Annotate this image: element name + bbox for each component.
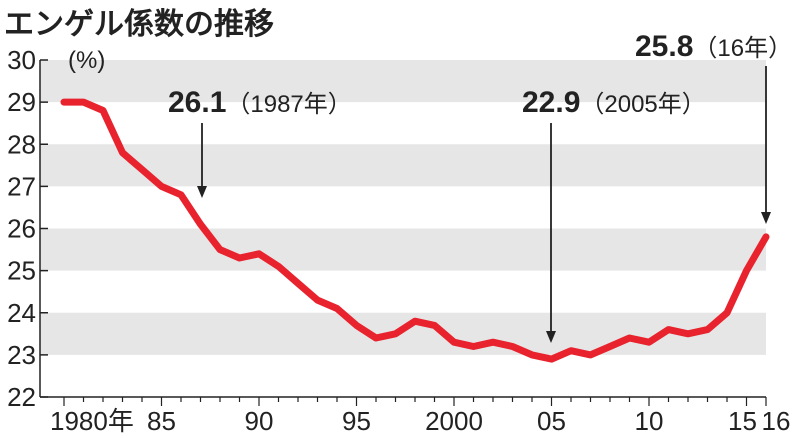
- annotation-arrowhead: [197, 186, 207, 198]
- annotation-label: 26.1（1987年）: [168, 86, 352, 119]
- grid-band: [40, 228, 766, 271]
- y-axis-unit: (%): [68, 47, 105, 74]
- annotation-value: 25.8: [635, 30, 693, 63]
- x-tick-label: 1980年: [50, 406, 134, 436]
- x-tick-label: 05: [537, 406, 566, 436]
- annotation-label: 25.8（16年）: [635, 30, 792, 63]
- grid-band: [40, 312, 766, 355]
- annotation-value: 26.1: [168, 86, 226, 119]
- y-tick-label: 26: [7, 214, 36, 244]
- x-tick-label: 90: [245, 406, 274, 436]
- grid-band: [40, 60, 766, 103]
- annotation-note: （16年）: [693, 35, 792, 62]
- annotations: 26.1（1987年） 22.9（2005年） 25.8（16年）: [168, 30, 792, 343]
- annotation-arrowhead: [546, 331, 556, 343]
- series-line: [60, 98, 770, 363]
- annotation-label: 22.9（2005年）: [522, 86, 706, 119]
- x-tick-label: 16: [762, 406, 791, 436]
- annotation-note: （1987年）: [226, 91, 351, 118]
- annotation-arrowhead: [761, 212, 771, 224]
- grid-bands: [40, 60, 766, 355]
- y-tick-label: 30: [7, 45, 36, 75]
- y-tick-label: 22: [7, 382, 36, 412]
- plot-area: [60, 98, 770, 363]
- y-tick-label: 27: [7, 171, 36, 201]
- x-tick-label: 95: [342, 406, 371, 436]
- annotation-note: （2005年）: [580, 91, 705, 118]
- y-tick-label: 24: [7, 298, 36, 328]
- x-tick-label: 15: [728, 406, 757, 436]
- y-tick-label: 28: [7, 129, 36, 159]
- y-tick-label: 23: [7, 340, 36, 370]
- x-axis: 1980年 85 90 95 2000 05 10 15 16: [40, 396, 791, 436]
- x-tick-label: 10: [635, 406, 664, 436]
- y-tick-label: 29: [7, 87, 36, 117]
- x-tick-label: 2000: [425, 406, 483, 436]
- y-axis: 22 23 24 25 26 27 28 29 30: [7, 45, 48, 412]
- annotation-value: 22.9: [522, 86, 580, 119]
- x-tick-label: 85: [147, 406, 176, 436]
- chart-title: エンゲル係数の推移: [4, 7, 274, 42]
- y-tick-label: 25: [7, 256, 36, 286]
- grid-band: [40, 144, 766, 187]
